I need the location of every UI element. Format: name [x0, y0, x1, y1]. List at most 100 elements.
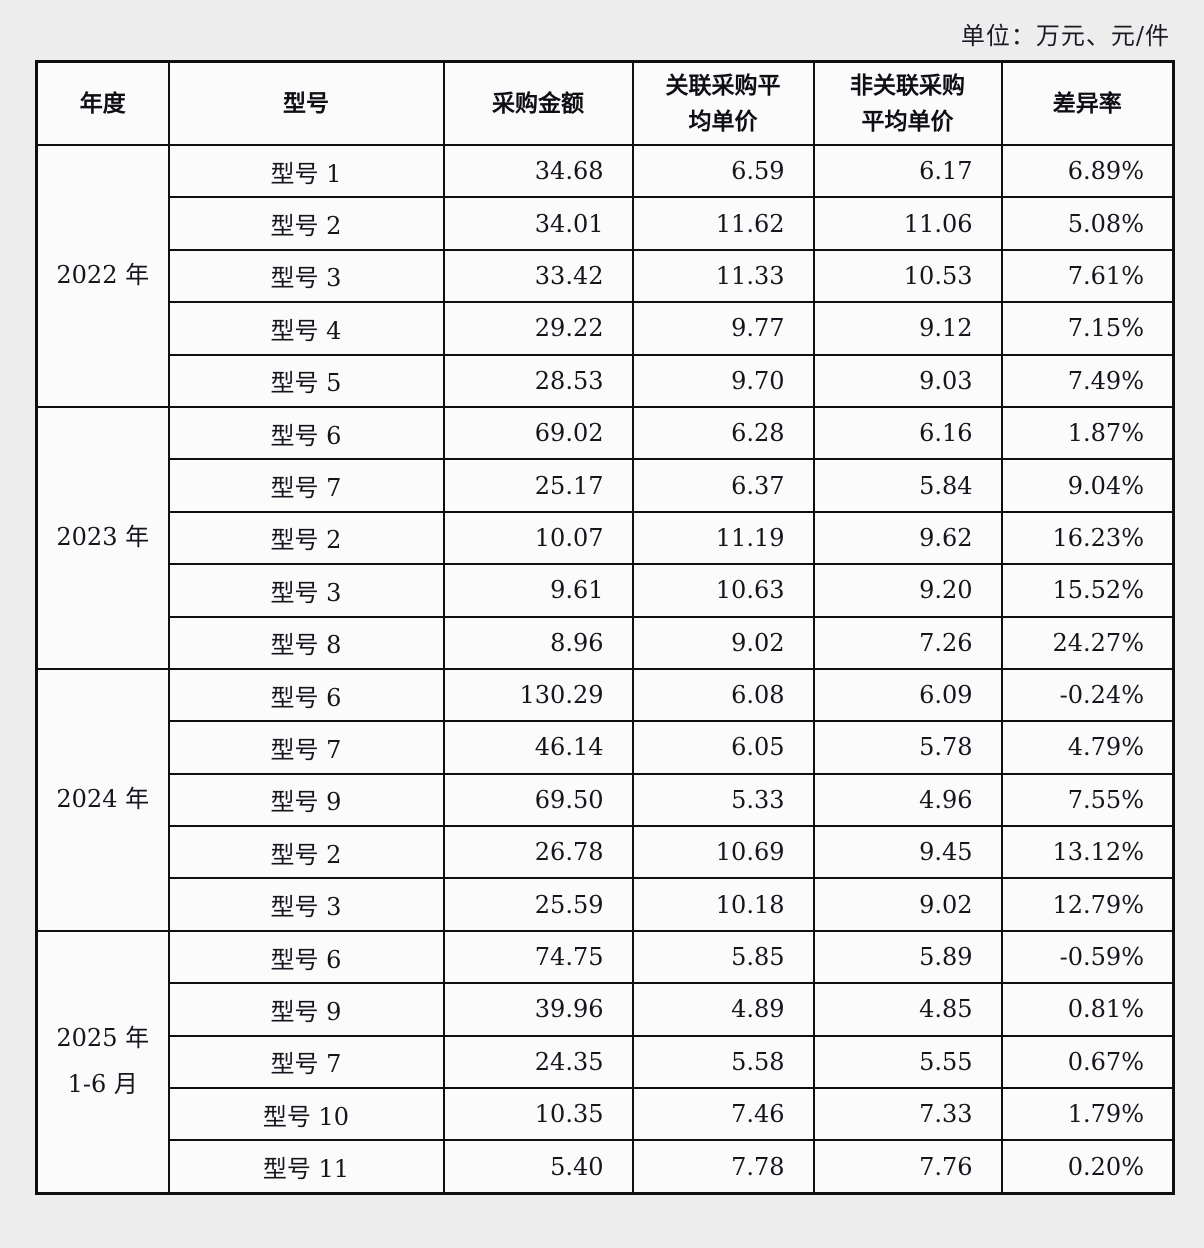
difference-rate-cell: 7.61%: [1000, 248, 1175, 304]
difference-rate-cell: 7.49%: [1000, 353, 1175, 408]
nonrelated-avg-price-cell: 9.03: [812, 353, 1003, 408]
header-related-avg-price: 关联采购平 均单价: [631, 60, 815, 146]
model-cell: 型号 2: [167, 510, 445, 566]
purchase-amount-cell: 8.96: [442, 615, 634, 670]
table-row: 型号 11 5.40 7.78 7.76 0.20%: [37, 1139, 1175, 1195]
difference-rate-cell: 12.79%: [1000, 877, 1175, 932]
nonrelated-avg-price-cell: 5.84: [812, 458, 1003, 513]
difference-rate-cell: 13.12%: [1000, 825, 1175, 880]
header-difference-rate: 差异率: [1000, 60, 1175, 146]
model-cell: 型号 8: [167, 615, 445, 670]
related-avg-price-cell: 5.33: [631, 772, 815, 828]
purchase-amount-cell: 34.01: [442, 196, 634, 251]
unit-label: 单位：万元、元/件: [960, 22, 1170, 50]
purchase-amount-cell: 24.35: [442, 1034, 634, 1090]
purchase-amount-cell: 10.07: [442, 510, 634, 566]
table-row: 型号 3 33.42 11.33 10.53 7.61%: [37, 248, 1175, 304]
difference-rate-cell: 7.55%: [1000, 772, 1175, 828]
header-purchase-amount: 采购金额: [442, 60, 634, 146]
model-cell: 型号 10: [167, 1087, 445, 1142]
nonrelated-avg-price-cell: 7.33: [812, 1087, 1003, 1142]
table-row: 型号 4 29.22 9.77 9.12 7.15%: [37, 301, 1175, 356]
nonrelated-avg-price-cell: 9.62: [812, 510, 1003, 566]
nonrelated-avg-price-cell: 11.06: [812, 196, 1003, 251]
model-cell: 型号 6: [167, 405, 445, 461]
nonrelated-avg-price-cell: 4.85: [812, 982, 1003, 1037]
table-row: 2023 年型号 6 69.02 6.28 6.16 1.87%: [35, 405, 1175, 670]
header-model: 型号: [167, 60, 445, 146]
difference-rate-cell: 5.08%: [1000, 196, 1175, 251]
purchase-amount-cell: 69.02: [442, 405, 634, 461]
related-avg-price-cell: 9.02: [631, 615, 815, 670]
table-row: 型号 9 69.50 5.33 4.96 7.55%: [37, 772, 1175, 828]
purchase-amount-cell: 39.96: [442, 982, 634, 1037]
difference-rate-cell: 15.52%: [1000, 563, 1175, 618]
table-row: 2022 年型号 1 34.68 6.59 6.17 6.89%: [35, 143, 1175, 408]
model-cell: 型号 7: [167, 1034, 445, 1090]
difference-rate-cell: 1.79%: [1000, 1087, 1175, 1142]
nonrelated-avg-price-cell: 4.96: [812, 772, 1003, 828]
model-cell: 型号 7: [167, 720, 445, 775]
table-row: 型号 2 34.01 11.62 11.06 5.08%: [37, 196, 1175, 251]
table-body: 2022 年型号 1 34.68 6.59 6.17 6.89% 型号 2 34.01 11.…: [35, 143, 1175, 1195]
year-cell: 2023 年: [35, 405, 170, 670]
model-cell: 型号 5: [167, 353, 445, 408]
model-cell: 型号 9: [167, 772, 445, 828]
related-avg-price-cell: 7.46: [631, 1087, 815, 1142]
difference-rate-cell: 7.15%: [1000, 301, 1175, 356]
table-row: 型号 9 39.96 4.89 4.85 0.81%: [37, 982, 1175, 1037]
nonrelated-avg-price-cell: 5.55: [812, 1034, 1003, 1090]
purchase-amount-cell: 25.59: [442, 877, 634, 932]
table-row: 型号 7 46.14 6.05 5.78 4.79%: [37, 720, 1175, 775]
related-avg-price-cell: 11.33: [631, 248, 815, 304]
related-avg-price-cell: 10.69: [631, 825, 815, 880]
table-row: 型号 5 28.53 9.70 9.03 7.49%: [37, 353, 1175, 408]
model-cell: 型号 2: [167, 196, 445, 251]
difference-rate-cell: 0.67%: [1000, 1034, 1175, 1090]
purchase-amount-cell: 10.35: [442, 1087, 634, 1142]
nonrelated-avg-price-cell: 5.78: [812, 720, 1003, 775]
related-avg-price-cell: 9.70: [631, 353, 815, 408]
purchase-amount-cell: 9.61: [442, 563, 634, 618]
related-avg-price-cell: 6.59: [631, 143, 815, 199]
related-avg-price-cell: 10.18: [631, 877, 815, 932]
model-cell: 型号 6: [167, 929, 445, 985]
model-cell: 型号 4: [167, 301, 445, 356]
nonrelated-avg-price-cell: 6.09: [812, 667, 1003, 723]
difference-rate-cell: 0.81%: [1000, 982, 1175, 1037]
related-avg-price-cell: 5.85: [631, 929, 815, 985]
model-cell: 型号 3: [167, 248, 445, 304]
nonrelated-avg-price-cell: 10.53: [812, 248, 1003, 304]
related-avg-price-cell: 5.58: [631, 1034, 815, 1090]
nonrelated-avg-price-cell: 9.12: [812, 301, 1003, 356]
difference-rate-cell: 16.23%: [1000, 510, 1175, 566]
related-avg-price-cell: 6.05: [631, 720, 815, 775]
related-avg-price-cell: 6.37: [631, 458, 815, 513]
purchase-amount-cell: 25.17: [442, 458, 634, 513]
difference-rate-cell: 9.04%: [1000, 458, 1175, 513]
difference-rate-cell: 24.27%: [1000, 615, 1175, 670]
table-row: 型号 3 9.61 10.63 9.20 15.52%: [37, 563, 1175, 618]
purchase-amount-cell: 34.68: [442, 143, 634, 199]
table-header: 年度 型号 采购金额 关联采购平 均单价 非关联采购 平均单价 差异率: [35, 60, 1175, 146]
year-cell: 2022 年: [35, 144, 170, 408]
nonrelated-avg-price-cell: 9.20: [812, 563, 1003, 618]
model-cell: 型号 7: [167, 458, 445, 513]
header-nonrelated-avg-price: 非关联采购 平均单价: [812, 60, 1003, 146]
table-row: 2024 年型号 6 130.29 6.08 6.09 -0.24%: [35, 667, 1175, 932]
purchase-amount-cell: 5.40: [442, 1139, 634, 1195]
purchase-amount-cell: 130.29: [442, 667, 634, 723]
purchase-amount-cell: 29.22: [442, 301, 634, 356]
procurement-price-table: 年度 型号 采购金额 关联采购平 均单价 非关联采购 平均单价 差异率 2022…: [35, 60, 1175, 1195]
purchase-amount-cell: 46.14: [442, 720, 634, 775]
difference-rate-cell: 6.89%: [1000, 143, 1175, 199]
table-row: 型号 7 25.17 6.37 5.84 9.04%: [37, 458, 1175, 513]
purchase-amount-cell: 69.50: [442, 772, 634, 828]
model-cell: 型号 3: [167, 877, 445, 932]
related-avg-price-cell: 6.08: [631, 667, 815, 723]
table-row: 型号 2 26.78 10.69 9.45 13.12%: [37, 825, 1175, 880]
table-row: 型号 10 10.35 7.46 7.33 1.79%: [37, 1087, 1175, 1142]
nonrelated-avg-price-cell: 6.16: [812, 405, 1003, 461]
model-cell: 型号 1: [167, 143, 445, 199]
difference-rate-cell: -0.59%: [1000, 929, 1175, 985]
